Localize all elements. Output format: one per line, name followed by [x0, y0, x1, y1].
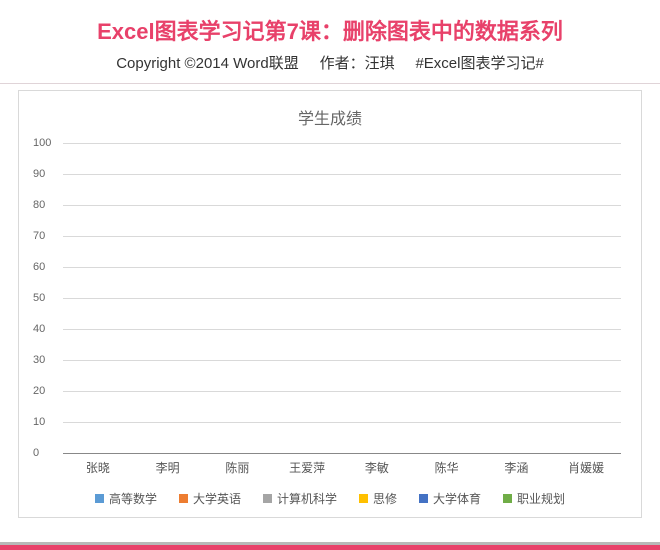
- y-axis-label: 10: [33, 416, 45, 428]
- chart-legend: 高等数学 大学英语 计算机科学 思修 大学体育 职业规划: [35, 490, 625, 507]
- y-axis-label: 80: [33, 199, 45, 211]
- y-axis-label: 50: [33, 292, 45, 304]
- y-axis-label: 100: [33, 137, 51, 149]
- grid-line: [63, 453, 621, 454]
- divider: [0, 83, 660, 84]
- x-axis-label: 李涵: [482, 459, 552, 476]
- y-axis-label: 70: [33, 230, 45, 242]
- legend-item: 大学英语: [179, 490, 241, 507]
- legend-swatch: [503, 494, 512, 503]
- page-title: Excel图表学习记第7课：删除图表中的数据系列: [0, 0, 660, 52]
- chart-bars: [63, 143, 621, 453]
- y-axis-label: 60: [33, 261, 45, 273]
- copyright-text: Copyright ©2014 Word联盟: [116, 55, 299, 72]
- y-axis-label: 90: [33, 168, 45, 180]
- x-axis-label: 陈华: [412, 459, 482, 476]
- x-axis-label: 陈丽: [203, 459, 273, 476]
- y-axis-label: 0: [33, 447, 39, 459]
- legend-label: 高等数学: [109, 490, 157, 507]
- legend-item: 计算机科学: [263, 490, 337, 507]
- author-name: 汪琪: [365, 55, 395, 72]
- legend-label: 大学英语: [193, 490, 241, 507]
- legend-swatch: [263, 494, 272, 503]
- y-axis-label: 20: [33, 385, 45, 397]
- legend-swatch: [95, 494, 104, 503]
- x-axis-label: 王爱萍: [272, 459, 342, 476]
- footer-stripe-pink: [0, 545, 660, 550]
- chart-title: 学生成绩: [31, 105, 629, 129]
- y-axis-label: 40: [33, 323, 45, 335]
- x-axis-label: 李敏: [342, 459, 412, 476]
- y-axis-label: 30: [33, 354, 45, 366]
- chart-container: 学生成绩 0102030405060708090100 张晓李明陈丽王爱萍李敏陈…: [18, 90, 642, 518]
- x-axis-label: 张晓: [63, 459, 133, 476]
- hashtag-text: #Excel图表学习记#: [415, 55, 543, 72]
- page: Excel图表学习记第7课：删除图表中的数据系列 Copyright ©2014…: [0, 0, 660, 550]
- x-axis-label: 李明: [133, 459, 203, 476]
- chart-x-axis: 张晓李明陈丽王爱萍李敏陈华李涵肖媛媛: [63, 459, 621, 476]
- legend-label: 计算机科学: [277, 490, 337, 507]
- legend-item: 高等数学: [95, 490, 157, 507]
- legend-label: 职业规划: [517, 490, 565, 507]
- legend-item: 思修: [359, 490, 397, 507]
- legend-swatch: [179, 494, 188, 503]
- x-axis-label: 肖媛媛: [551, 459, 621, 476]
- legend-swatch: [359, 494, 368, 503]
- author-label: 作者：: [320, 55, 365, 72]
- legend-item: 大学体育: [419, 490, 481, 507]
- footer-bar: [0, 542, 660, 550]
- legend-label: 思修: [373, 490, 397, 507]
- legend-item: 职业规划: [503, 490, 565, 507]
- legend-swatch: [419, 494, 428, 503]
- page-subtitle: Copyright ©2014 Word联盟 作者：汪琪 #Excel图表学习记…: [0, 52, 660, 83]
- legend-label: 大学体育: [433, 490, 481, 507]
- chart-plot-area: 0102030405060708090100: [63, 143, 621, 453]
